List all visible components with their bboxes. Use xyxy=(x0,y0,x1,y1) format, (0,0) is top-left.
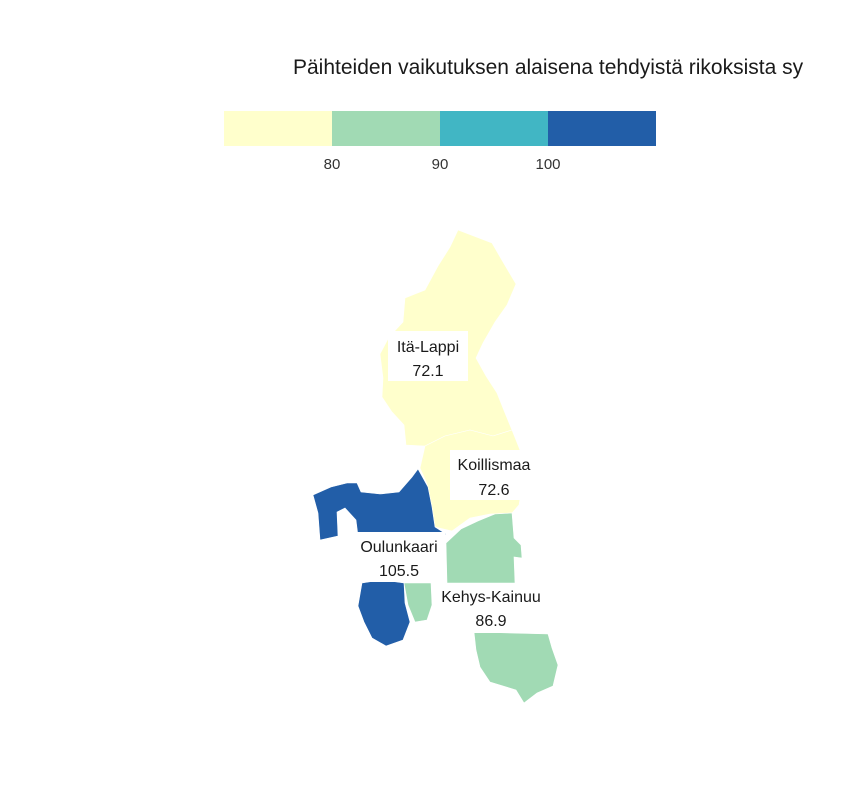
region-kehys-kainuu-west[interactable] xyxy=(403,582,433,623)
region-kehys-kainuu-south[interactable] xyxy=(473,631,559,704)
legend: 80 90 100 xyxy=(224,111,656,173)
label-kehys-kainuu-value: 86.9 xyxy=(475,613,506,630)
legend-tick-80: 80 xyxy=(324,156,341,173)
legend-bin-4 xyxy=(548,111,656,146)
label-koillismaa-value: 72.6 xyxy=(478,482,509,499)
label-ita-lappi-name: Itä-Lappi xyxy=(397,339,459,356)
regions xyxy=(312,229,559,704)
label-kehys-kainuu-name: Kehys-Kainuu xyxy=(441,589,541,606)
label-koillismaa: Koillismaa 72.6 xyxy=(450,450,540,500)
legend-tick-90: 90 xyxy=(432,156,449,173)
label-kehys-kainuu: Kehys-Kainuu 86.9 xyxy=(432,583,548,633)
label-oulunkaari: Oulunkaari 105.5 xyxy=(355,532,445,582)
label-koillismaa-name: Koillismaa xyxy=(458,457,531,474)
legend-bin-3 xyxy=(440,111,548,146)
legend-tick-100: 100 xyxy=(535,156,560,173)
region-labels: Itä-Lappi 72.1 Koillismaa 72.6 Oulunkaar… xyxy=(355,331,548,633)
label-ita-lappi: Itä-Lappi 72.1 xyxy=(388,331,468,381)
region-oulunkaari-south[interactable] xyxy=(357,579,411,647)
legend-bin-2 xyxy=(332,111,440,146)
label-oulunkaari-value: 105.5 xyxy=(379,563,419,580)
label-ita-lappi-value: 72.1 xyxy=(412,363,443,380)
label-oulunkaari-name: Oulunkaari xyxy=(360,539,437,556)
legend-bin-1 xyxy=(224,111,332,146)
map-title: Päihteiden vaikutuksen alaisena tehdyist… xyxy=(293,56,804,79)
